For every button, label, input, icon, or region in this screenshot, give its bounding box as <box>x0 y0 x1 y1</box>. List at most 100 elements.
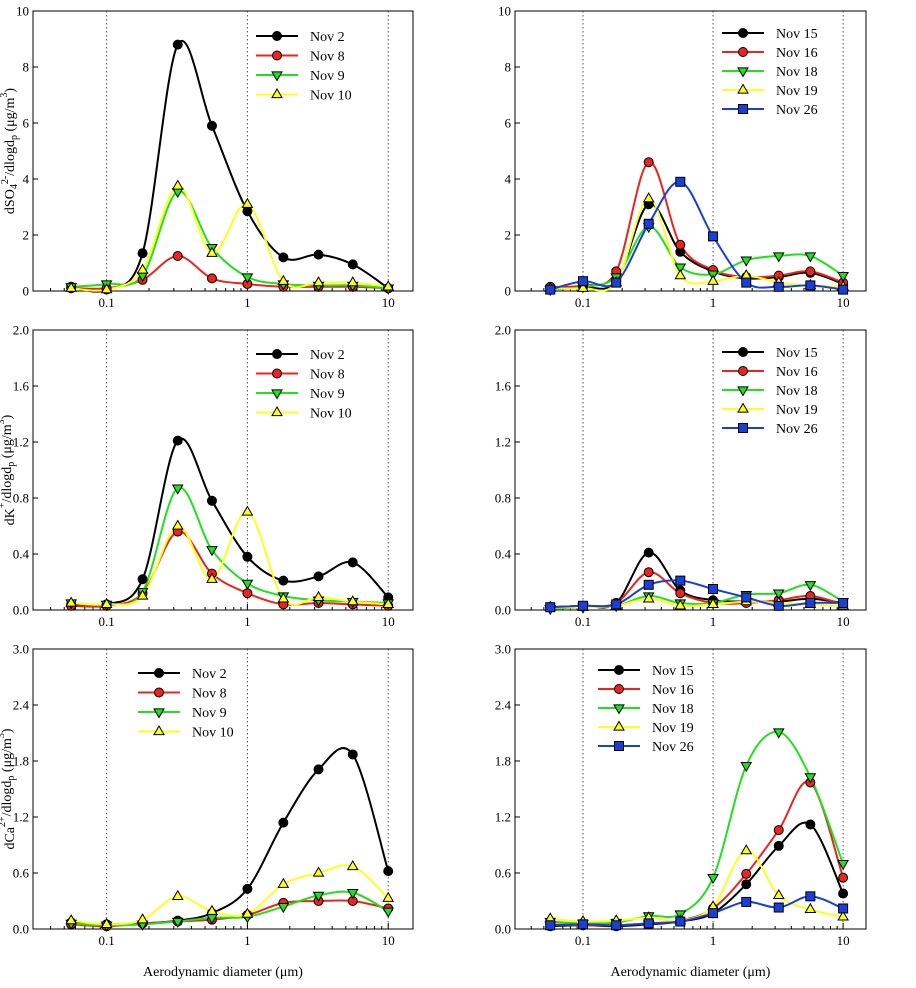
y-tick-label: 2 <box>23 228 30 243</box>
data-point <box>65 281 78 292</box>
data-point <box>838 872 849 883</box>
data-point <box>708 584 719 594</box>
plot-frame <box>514 648 867 930</box>
data-point <box>675 916 686 927</box>
data-point <box>65 596 78 607</box>
legend-marker <box>614 665 624 675</box>
data-point <box>241 505 254 516</box>
data-point <box>313 249 324 260</box>
data-point <box>772 728 785 739</box>
data-point <box>674 599 687 610</box>
data-point <box>206 546 218 557</box>
series-line <box>550 161 844 288</box>
legend-entry: Nov 15 <box>598 664 694 679</box>
data-point <box>741 868 752 879</box>
series-line <box>71 437 389 608</box>
legend-label: Nov 8 <box>310 50 345 65</box>
data-point <box>675 176 686 187</box>
legend-entry: Nov 16 <box>722 365 818 380</box>
legend-label: Nov 16 <box>776 365 818 380</box>
data-point <box>171 917 184 929</box>
y-axis-label-part: ) <box>0 728 15 733</box>
data-point <box>312 891 325 902</box>
legend-label: Nov 19 <box>652 721 694 736</box>
legend-entry: Nov 2 <box>138 667 227 682</box>
data-point <box>277 592 290 603</box>
legend-label: Nov 16 <box>776 46 818 61</box>
data-point <box>773 902 784 913</box>
y-axis-label-part: p <box>6 776 17 781</box>
data-point <box>838 598 849 608</box>
legend-entry: Nov 2 <box>256 348 345 363</box>
data-point <box>741 592 752 603</box>
data-point <box>643 567 654 578</box>
data-point <box>382 280 395 291</box>
legend-entry: Nov 19 <box>722 83 818 99</box>
data-point <box>643 579 654 590</box>
data-point <box>675 588 686 599</box>
y-axis-label-part: /dlogd <box>3 140 18 176</box>
x-tick-label: 1 <box>244 614 251 629</box>
data-point <box>773 840 784 851</box>
legend-marker <box>737 83 749 94</box>
data-point <box>312 276 325 287</box>
y-tick-label: 0.8 <box>13 491 29 506</box>
data-point <box>804 773 817 784</box>
plot-frame <box>32 10 414 292</box>
y-axis-label-part: p <box>6 462 17 467</box>
y-axis-label-part: /dlogd <box>0 781 15 817</box>
data-point <box>347 749 358 760</box>
y-axis-label-part: ) <box>0 414 15 419</box>
legend-marker <box>153 708 165 719</box>
data-point <box>643 918 654 929</box>
legend-label: Nov 2 <box>310 348 345 363</box>
y-axis-label-part: /dlogd <box>0 467 15 503</box>
data-point <box>643 157 654 168</box>
data-point <box>545 602 556 613</box>
y-axis-label-part: ) <box>3 88 18 93</box>
x-tick-label: 0.1 <box>98 933 114 948</box>
legend-marker <box>737 386 749 397</box>
data-point <box>206 273 217 284</box>
data-point <box>708 231 719 242</box>
data-point <box>674 269 687 280</box>
legend-marker <box>272 50 282 61</box>
legend-label: Nov 15 <box>776 27 818 42</box>
x-tick-label: 0.1 <box>575 614 591 629</box>
legend-entry: Nov 8 <box>256 50 345 65</box>
y-axis-label-part: dCa <box>3 826 18 849</box>
legend-marker <box>613 720 625 731</box>
data-point <box>65 914 78 925</box>
legend-label: Nov 26 <box>652 740 694 755</box>
x-tick-label: 1 <box>244 295 251 310</box>
data-point <box>578 919 589 930</box>
data-point <box>382 907 395 918</box>
y-tick-label: 0.6 <box>495 866 512 881</box>
legend-label: Nov 26 <box>776 103 818 118</box>
data-point <box>674 263 687 274</box>
series-line <box>550 730 845 925</box>
y-tick-label: 4 <box>505 172 512 187</box>
data-point <box>347 557 358 568</box>
y-tick-label: 0 <box>23 284 30 299</box>
series-line <box>550 821 845 928</box>
data-point <box>643 547 654 558</box>
series-line <box>71 890 389 927</box>
panel-calcium-right: 0.0 0.6 1.2 1.8 2.4 3.0 0.1 1 10 Nov 15 Nov 16 Nov … <box>495 642 867 980</box>
series-line <box>550 849 844 923</box>
legend-label: Nov 9 <box>310 387 345 402</box>
y-tick-label: 1.6 <box>495 379 512 394</box>
legend-marker <box>738 366 748 376</box>
legend-entry: Nov 15 <box>722 27 818 42</box>
series-line <box>71 747 390 926</box>
y-axis-label: dK+/dlogdp (μg/m3) <box>0 414 18 525</box>
plot-frame <box>514 10 867 292</box>
data-point <box>804 902 817 914</box>
data-point <box>577 281 589 292</box>
data-point <box>206 495 217 506</box>
data-point <box>242 588 253 599</box>
y-tick-label: 3.0 <box>495 642 511 657</box>
legend-entry: Nov 8 <box>256 368 345 383</box>
plot-frame <box>32 329 414 611</box>
data-point <box>772 252 785 263</box>
